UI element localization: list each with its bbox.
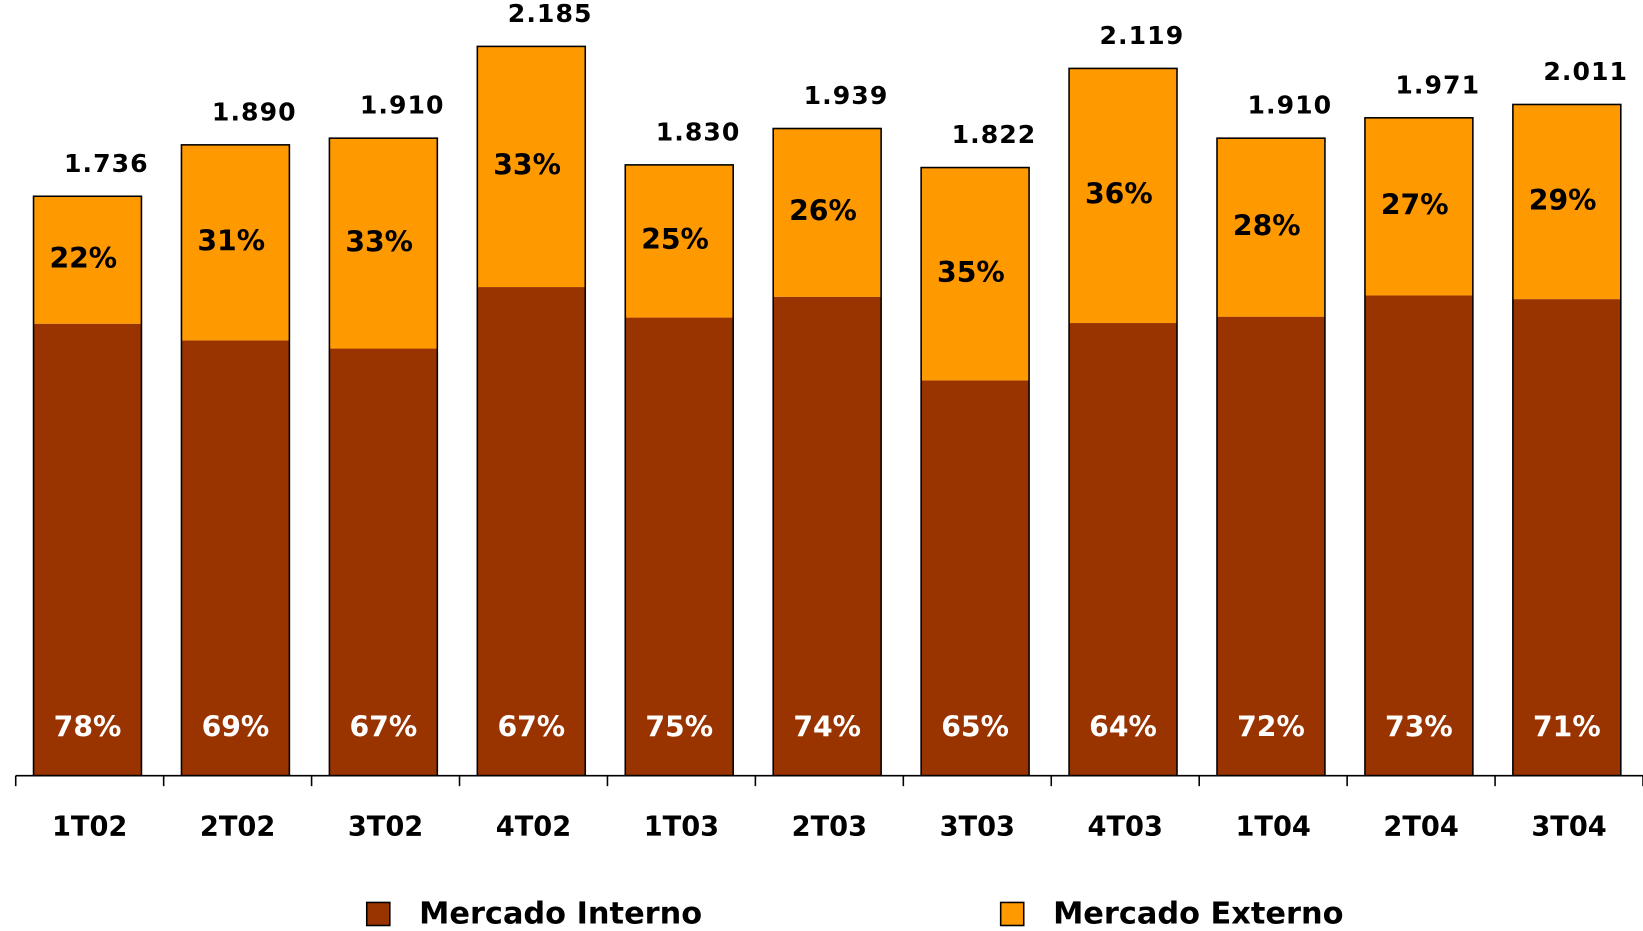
value-label: 35% <box>937 256 1005 289</box>
bar-segment <box>1217 316 1325 776</box>
x-tick-label: 2T03 <box>792 812 867 843</box>
value-label: 74% <box>793 711 861 744</box>
total-label: 1.822 <box>952 120 1037 149</box>
bar-segment <box>625 164 734 318</box>
total-label: 1.736 <box>64 149 149 178</box>
bar-segment <box>329 138 438 349</box>
value-label: 29% <box>1529 184 1597 217</box>
total-label: 2.185 <box>508 0 593 28</box>
legend-swatch <box>999 901 1025 927</box>
value-label: 22% <box>49 242 117 275</box>
legend-swatch <box>365 901 391 927</box>
bar-segment <box>33 323 142 776</box>
bar-segment <box>1512 104 1621 300</box>
value-label: 33% <box>345 225 413 258</box>
total-label: 1.890 <box>212 97 297 126</box>
total-label: 1.910 <box>1247 91 1332 120</box>
value-label: 26% <box>789 195 857 228</box>
value-label: 75% <box>645 711 713 744</box>
total-label: 1.830 <box>656 117 741 146</box>
value-label: 64% <box>1089 711 1157 744</box>
value-label: 65% <box>941 711 1009 744</box>
bar-segment <box>1217 138 1325 317</box>
total-label: 2.119 <box>1100 21 1185 50</box>
bar-segment <box>625 317 734 776</box>
x-tick-label: 4T03 <box>1088 812 1163 843</box>
bar-segment <box>1512 299 1621 776</box>
bar-segment <box>181 340 290 776</box>
value-label: 33% <box>493 149 561 182</box>
value-label: 69% <box>202 711 270 744</box>
x-tick-label: 3T03 <box>940 812 1015 843</box>
value-label: 25% <box>641 223 709 256</box>
total-label: 1.939 <box>804 81 889 110</box>
value-label: 72% <box>1237 711 1305 744</box>
bar-segment <box>477 46 586 288</box>
legend-label: Mercado Interno <box>419 897 702 931</box>
total-label: 1.910 <box>360 91 445 120</box>
value-label: 73% <box>1385 711 1453 744</box>
value-label: 67% <box>497 711 565 744</box>
total-label: 1.971 <box>1395 70 1480 99</box>
bar-segment <box>921 380 1030 776</box>
bar-segment <box>773 128 882 297</box>
value-label: 27% <box>1381 189 1449 222</box>
value-label: 31% <box>197 225 265 258</box>
bar-segment <box>329 348 438 776</box>
bar-segment <box>1069 68 1178 324</box>
bar-segment <box>773 296 882 776</box>
value-label: 36% <box>1085 178 1153 211</box>
bar-segment <box>1364 117 1473 296</box>
x-tick-label: 2T02 <box>200 812 275 843</box>
x-tick-label: 4T02 <box>496 812 571 843</box>
bar-segment <box>1364 295 1473 776</box>
x-tick-label: 3T04 <box>1531 812 1606 843</box>
bar-segment <box>477 287 586 776</box>
value-label: 28% <box>1233 209 1301 242</box>
x-tick-label: 1T02 <box>52 812 127 843</box>
value-label: 71% <box>1533 711 1601 744</box>
legend-label: Mercado Externo <box>1053 897 1343 931</box>
value-label: 78% <box>54 711 122 744</box>
x-tick-label: 3T02 <box>348 812 423 843</box>
x-tick-label: 2T04 <box>1383 812 1458 843</box>
total-label: 2.011 <box>1543 57 1628 86</box>
bar-segment <box>921 167 1030 381</box>
x-tick-label: 1T03 <box>644 812 719 843</box>
bar-segment <box>181 144 290 341</box>
x-tick-label: 1T04 <box>1235 812 1310 843</box>
bar-segment <box>33 196 142 324</box>
value-label: 67% <box>350 711 418 744</box>
bar-segment <box>1069 323 1178 776</box>
